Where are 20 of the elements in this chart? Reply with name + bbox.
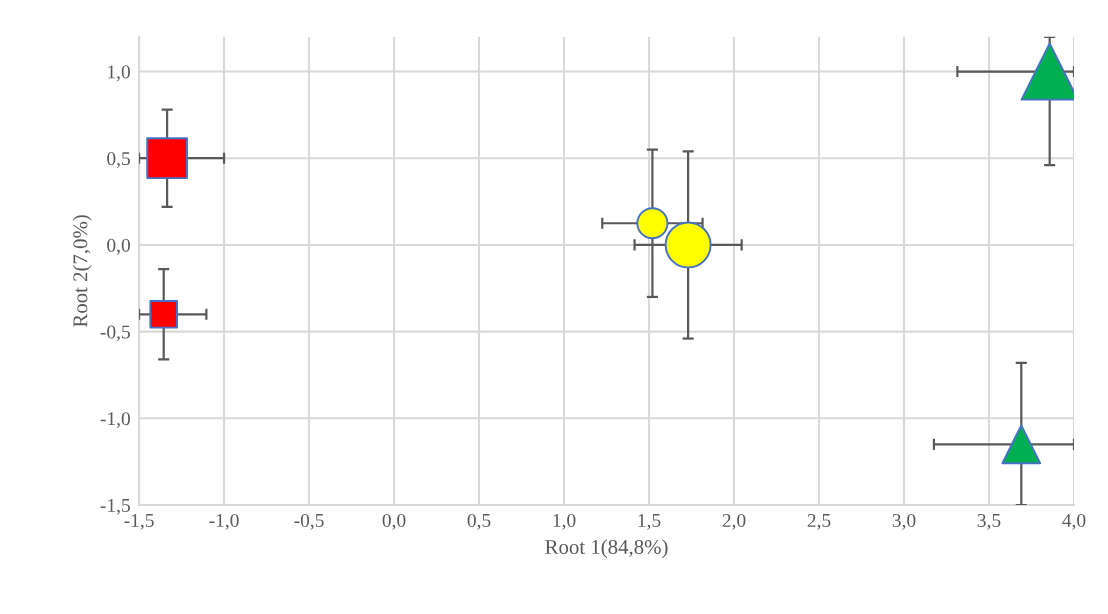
- y-tick-label: -1,5: [100, 498, 130, 515]
- x-tick-label: 1,5: [638, 514, 661, 530]
- x-tick-label: 1,0: [553, 513, 576, 530]
- x-tick-label: -0,5: [294, 513, 324, 530]
- y-tick-label: -0,5: [100, 325, 130, 342]
- y-tick-label: 1,0: [108, 65, 130, 82]
- x-tick-label: -1,0: [209, 513, 239, 530]
- x-tick-label: 2,5: [807, 513, 831, 530]
- y-axis-title: Root 2(7,0%): [72, 215, 92, 328]
- y-tick-label: 0,0: [107, 238, 130, 255]
- x-tick-label: 4,0: [1062, 513, 1086, 530]
- x-tick-label: 0,0: [382, 513, 406, 530]
- x-axis-title: Root 1(84,8%): [545, 539, 668, 559]
- x-tick-label: 0,5: [467, 513, 491, 530]
- y-tick-label: -1,0: [100, 412, 130, 429]
- x-tick-label: 3,0: [892, 513, 916, 530]
- x-tick-label: 3,5: [977, 513, 1001, 530]
- x-tick-label: -1,5: [124, 514, 154, 530]
- x-tick-label: 2,0: [722, 513, 746, 530]
- y-tick-label: 0,5: [107, 152, 130, 168]
